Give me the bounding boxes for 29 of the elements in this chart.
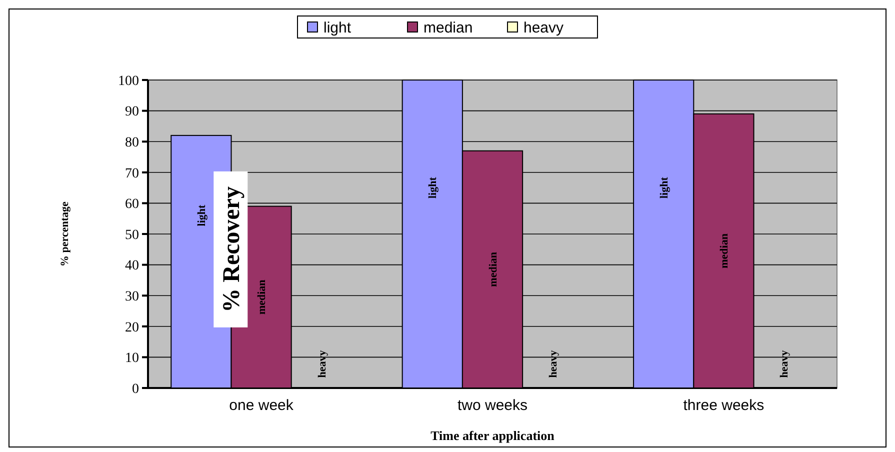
y-tick-label: 90 — [125, 104, 139, 120]
text: heavy — [547, 350, 560, 378]
y-tick-label: 100 — [118, 74, 139, 89]
y-tick-label: 50 — [125, 228, 139, 243]
text: light — [658, 177, 670, 199]
x-axis-title: Time after application — [430, 428, 556, 443]
text: light — [196, 204, 208, 226]
y-tick-label: 20 — [125, 320, 139, 336]
text: heavy — [778, 350, 791, 378]
y-tick-label: 80 — [125, 136, 139, 150]
x-tick-label: three weeks — [683, 397, 764, 414]
legend-label: heavy — [524, 19, 564, 36]
legend-label: light — [324, 19, 352, 36]
y-tick-label: 60 — [125, 197, 139, 212]
y-tick-label: 70 — [125, 166, 139, 182]
y-tick-label: 30 — [125, 290, 139, 304]
x-tick-label: two weeks — [457, 397, 528, 414]
y-axis-title: % percentage — [59, 201, 71, 266]
x-tick-label: one week — [229, 397, 294, 414]
legend-label: median — [424, 19, 473, 36]
text: median — [487, 252, 500, 287]
annotation: % Recovery — [219, 186, 246, 312]
y-tick-label: 40 — [125, 258, 139, 274]
y-tick-label: 0 — [132, 382, 139, 397]
text: median — [718, 234, 731, 268]
text: median — [256, 280, 268, 315]
y-tick-label: 10 — [125, 351, 139, 366]
text: light — [427, 177, 440, 199]
text: heavy — [316, 350, 328, 378]
